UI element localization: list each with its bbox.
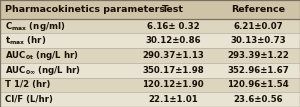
Bar bbox=[0, 78, 130, 92]
Text: t$_\mathregular{max}$ (hr): t$_\mathregular{max}$ (hr) bbox=[5, 35, 46, 47]
Bar bbox=[0, 19, 130, 33]
Text: 6.16± 0.32: 6.16± 0.32 bbox=[147, 22, 200, 31]
Bar bbox=[130, 33, 216, 48]
Bar bbox=[0, 0, 130, 19]
Bar bbox=[216, 33, 300, 48]
Bar bbox=[0, 92, 130, 107]
Bar bbox=[216, 78, 300, 92]
Text: 6.21±0.07: 6.21±0.07 bbox=[233, 22, 283, 31]
Bar bbox=[130, 19, 216, 33]
Text: 22.1±1.01: 22.1±1.01 bbox=[148, 95, 198, 104]
Text: 290.37±1.13: 290.37±1.13 bbox=[142, 51, 204, 60]
Bar bbox=[216, 19, 300, 33]
Bar bbox=[130, 63, 216, 78]
Bar bbox=[0, 48, 130, 63]
Bar bbox=[0, 33, 130, 48]
Bar bbox=[0, 63, 130, 78]
Text: 120.96±1.54: 120.96±1.54 bbox=[227, 80, 289, 89]
Bar bbox=[130, 48, 216, 63]
Text: Pharmacokinetics parameters: Pharmacokinetics parameters bbox=[5, 5, 165, 14]
Text: AUC$_\mathregular{0t}$ (ng/L hr): AUC$_\mathregular{0t}$ (ng/L hr) bbox=[5, 49, 79, 62]
Bar bbox=[130, 92, 216, 107]
Text: 30.13±0.73: 30.13±0.73 bbox=[230, 36, 286, 45]
Text: Reference: Reference bbox=[231, 5, 285, 14]
Bar bbox=[130, 78, 216, 92]
Text: AUC$_\mathregular{0∞}$ (ng/L hr): AUC$_\mathregular{0∞}$ (ng/L hr) bbox=[5, 64, 81, 77]
Text: T 1/2 (hr): T 1/2 (hr) bbox=[5, 80, 51, 89]
Bar bbox=[216, 0, 300, 19]
Text: 23.6±0.56: 23.6±0.56 bbox=[233, 95, 283, 104]
Text: 352.96±1.67: 352.96±1.67 bbox=[227, 66, 289, 75]
Text: 350.17±1.98: 350.17±1.98 bbox=[142, 66, 204, 75]
Text: C$_\mathregular{max}$ (ng/ml): C$_\mathregular{max}$ (ng/ml) bbox=[5, 20, 66, 33]
Text: Test: Test bbox=[162, 5, 184, 14]
Bar bbox=[216, 63, 300, 78]
Text: 30.12±0.86: 30.12±0.86 bbox=[146, 36, 201, 45]
Text: 293.39±1.22: 293.39±1.22 bbox=[227, 51, 289, 60]
Bar bbox=[216, 48, 300, 63]
Text: Cl/F (L/hr): Cl/F (L/hr) bbox=[5, 95, 53, 104]
Bar bbox=[216, 92, 300, 107]
Bar bbox=[130, 0, 216, 19]
Text: 120.12±1.90: 120.12±1.90 bbox=[142, 80, 204, 89]
